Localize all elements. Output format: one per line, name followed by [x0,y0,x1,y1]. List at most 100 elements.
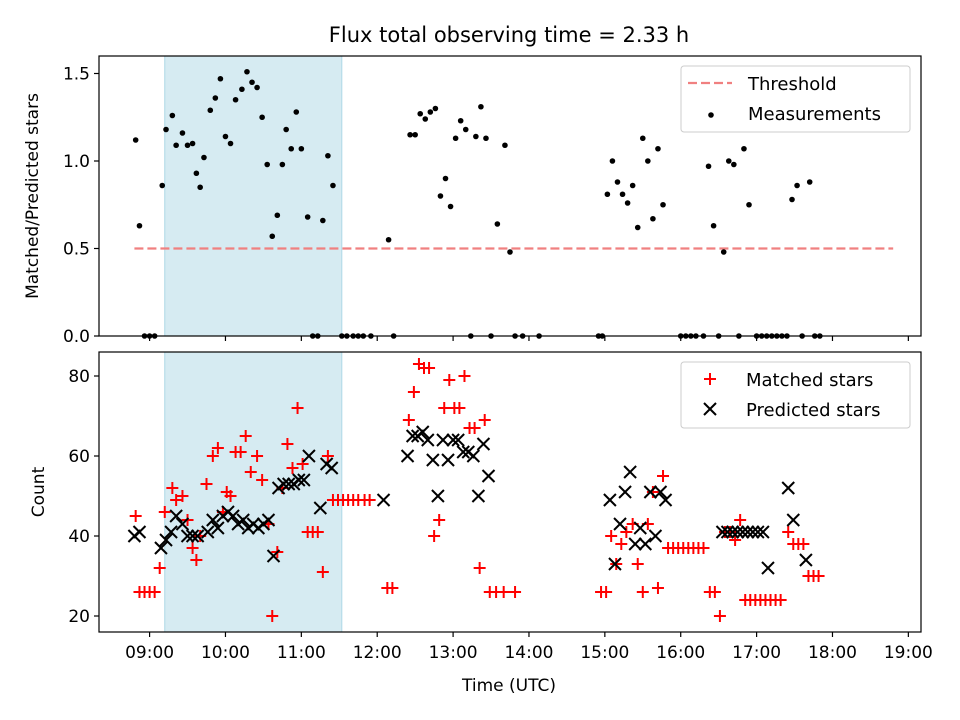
measurement-point [806,179,813,185]
matched-star-point [176,490,189,502]
predicted-cross-b [456,445,470,459]
matched-star-point [239,430,252,442]
matched-star-point [129,510,142,522]
predicted-cross-b [292,473,306,487]
predicted-star-point [436,433,450,447]
count-x-tick-label: 11:00 [277,643,326,663]
predicted-star-points [127,425,813,575]
predicted-cross-b [431,489,445,503]
measurement-point [457,117,464,124]
predicted-star-point [471,489,486,503]
count-x-tick-label: 17:00 [732,643,781,663]
measurement-point [725,158,732,164]
predicted-star-point [313,501,328,515]
ratio-y-axis-label: Matched/Predicted stars [23,93,43,299]
measurement-point [447,203,454,210]
matched-star-point [774,594,787,606]
measurement-point [249,79,255,86]
predicted-cross-b [175,517,190,531]
predicted-cross-b [608,557,622,571]
measurement-point [789,196,795,203]
predicted-cross-b [297,473,311,487]
matched-star-point [148,586,161,598]
count-axis-ticks: 20 40 60 80 09:00 10:00 11:00 12:00 13:00 14:00 15… [68,367,932,663]
count-x-tick-label: 19:00 [884,643,933,663]
predicted-cross-b [466,449,481,463]
predicted-star-point [735,525,750,539]
matched-star-point [363,494,376,506]
count-x-tick-label: 16:00 [656,643,705,663]
measurement-point [614,179,621,185]
matched-star-point [458,370,471,382]
predicted-cross-b [266,549,281,563]
measurement-point [720,249,727,255]
measurement-point [179,130,186,136]
measurement-point [731,161,737,168]
measurement-point [232,96,239,103]
measurement-point [330,182,336,189]
count-legend: Matched stars Predicted stars [680,361,911,429]
measurement-point [650,215,656,222]
predicted-cross-b [154,541,168,555]
measurement-point [298,145,305,152]
matched-star-point [473,562,486,574]
predicted-star-point [730,525,745,539]
predicted-star-point [169,509,183,523]
matched-star-point [296,458,309,470]
predicted-star-point [159,533,173,547]
predicted-star-point [476,437,491,451]
measurement-point [502,142,508,149]
predicted-cross-b [324,461,339,475]
predicted-star-point [628,537,642,551]
matched-star-point [266,610,279,622]
predicted-star-point [653,485,668,499]
ratio-panel-frame [98,55,922,337]
matched-star-point [729,534,742,546]
predicted-star-point [781,481,795,495]
measurement-point [494,221,501,227]
measurement-point [217,75,224,82]
predicted-star-point [761,561,775,575]
measurement-point [432,105,439,112]
matched-star-point [251,450,264,462]
predicted-star-point [164,525,178,539]
measurement-point [279,161,286,168]
predicted-star-point [276,477,291,491]
predicted-cross-b [180,529,195,543]
measurement-point [197,184,203,191]
legend-matched-label: Matched stars [746,370,873,391]
predicted-cross-b [281,477,296,491]
predicted-star-point [416,425,430,439]
matched-star-point [244,466,257,478]
count-x-tick-label: 14:00 [504,643,553,663]
predicted-star-point [180,529,195,543]
predicted-cross-b [261,513,276,527]
matched-star-point [200,478,213,490]
predicted-star-point [786,513,800,527]
predicted-star-point [756,525,770,539]
predicted-star-point [190,529,205,543]
count-y-tick-label: 60 [68,447,90,467]
matched-star-point [734,514,747,526]
matched-star-point [708,586,721,598]
predicted-cross-b [786,513,800,527]
count-x-tick-label: 10:00 [201,643,250,663]
matched-star-point [224,490,237,502]
predicted-star-point [431,489,445,503]
measurement-point [184,142,191,149]
predicted-cross-b [313,501,328,515]
measurement-point [746,201,752,208]
legend-measurements-swatch [708,112,714,118]
measurement-point [288,145,295,152]
measurement-point [462,126,469,133]
predicted-cross-b [421,433,435,447]
measurement-point [227,140,234,147]
matched-star-point [158,506,171,518]
predicted-cross-b [446,433,460,447]
measurement-point [645,158,651,164]
matched-star-point [286,462,299,474]
predicted-star-point [466,449,481,463]
count-y-tick-label: 80 [68,367,90,387]
measurement-point [189,140,196,147]
